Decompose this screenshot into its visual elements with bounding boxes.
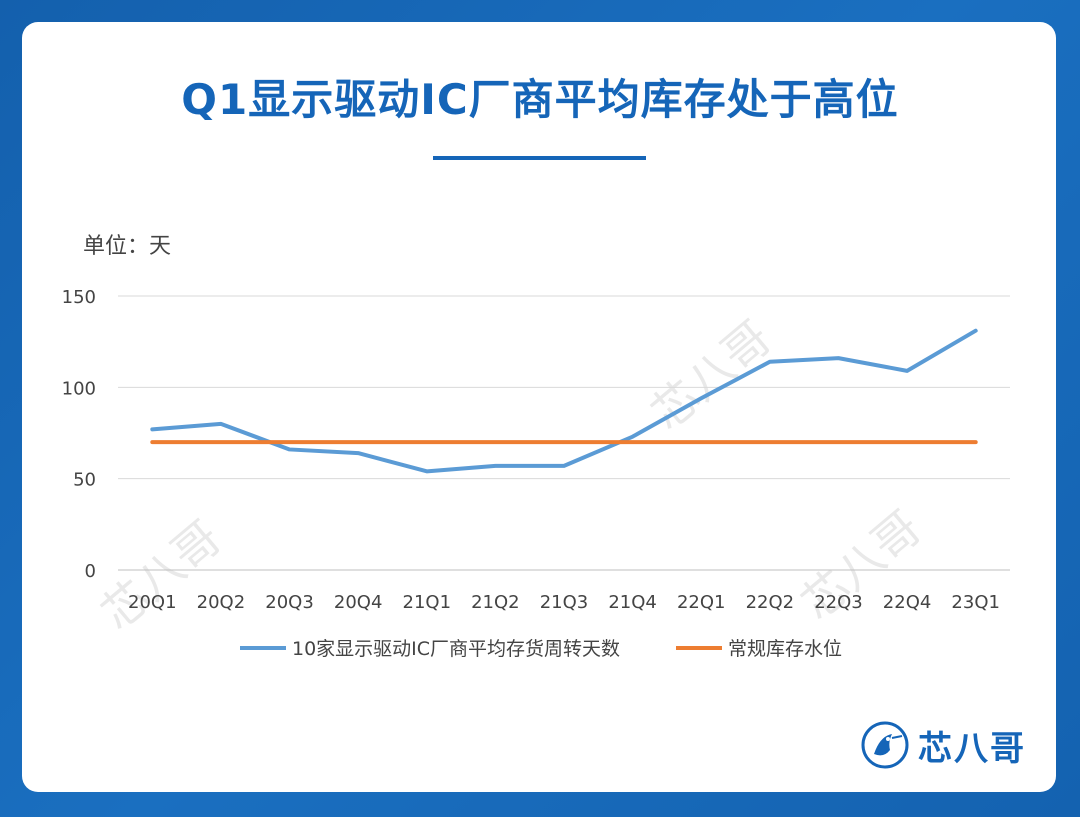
x-tick-label: 22Q3 <box>814 592 863 613</box>
x-tick-label: 20Q1 <box>128 592 177 613</box>
brand-logo: 芯八哥 <box>860 720 1026 770</box>
x-tick-label: 23Q1 <box>951 592 1000 613</box>
legend-label: 10家显示驱动IC厂商平均存货周转天数 <box>292 638 621 660</box>
x-tick-label: 21Q4 <box>608 592 657 613</box>
legend-item-series-1: 10家显示驱动IC厂商平均存货周转天数 <box>240 634 620 661</box>
y-tick-label: 50 <box>73 470 96 491</box>
x-tick-label: 21Q2 <box>471 592 520 613</box>
x-tick-label: 20Q2 <box>197 592 246 613</box>
chart-legend: 10家显示驱动IC厂商平均存货周转天数 常规库存水位 <box>0 634 1080 664</box>
unit-label: 单位：天 <box>83 234 172 259</box>
x-tick-label: 21Q1 <box>403 592 452 613</box>
legend-label: 常规库存水位 <box>728 638 843 660</box>
x-tick-label: 22Q2 <box>746 592 795 613</box>
legend-swatch <box>676 645 722 650</box>
title-underline <box>433 156 646 160</box>
x-tick-label: 22Q4 <box>883 592 932 613</box>
legend-item-series-2: 常规库存水位 <box>676 634 842 661</box>
y-tick-label: 100 <box>62 378 96 399</box>
x-tick-label: 21Q3 <box>540 592 589 613</box>
x-tick-label: 22Q1 <box>677 592 726 613</box>
legend-swatch <box>240 645 286 650</box>
kingfisher-logo-icon <box>861 721 909 769</box>
chart-card <box>22 22 1056 792</box>
y-tick-label: 0 <box>85 561 96 582</box>
brand-name: 芯八哥 <box>918 728 1026 769</box>
page-title: Q1显示驱动IC厂商平均库存处于高位 <box>181 75 899 124</box>
y-tick-label: 150 <box>62 287 96 308</box>
x-tick-label: 20Q4 <box>334 592 383 613</box>
series-line-1 <box>150 328 978 474</box>
x-tick-label: 20Q3 <box>265 592 314 613</box>
